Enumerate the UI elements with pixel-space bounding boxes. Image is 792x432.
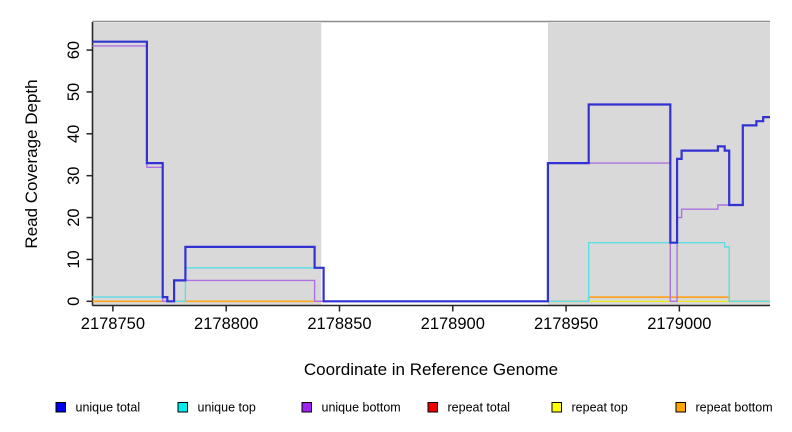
y-axis-title: Read Coverage Depth [22, 79, 41, 248]
x-tick-label: 2178750 [81, 315, 145, 333]
x-tick-label: 2179000 [647, 315, 711, 333]
y-tick-label: 50 [65, 83, 83, 101]
legend-swatch-unique-total [55, 402, 66, 413]
legend-label-repeat-total: repeat total [448, 401, 511, 415]
legend-label-unique-total: unique total [76, 401, 141, 415]
legend-label-repeat-top: repeat top [572, 401, 628, 415]
x-axis-title: Coordinate in Reference Genome [304, 360, 558, 379]
legend-swatch-repeat-total [427, 402, 438, 413]
legend-label-repeat-bottom: repeat bottom [696, 401, 773, 415]
legend-swatch-unique-top [177, 402, 188, 413]
y-tick-label: 0 [65, 297, 83, 306]
y-tick-label: 20 [65, 208, 83, 226]
shaded-region-1 [92, 23, 322, 306]
x-tick-label: 2178850 [307, 315, 371, 333]
legend-label-unique-top: unique top [198, 401, 256, 415]
x-tick-label: 2178900 [421, 315, 485, 333]
legend-swatch-repeat-top [551, 402, 562, 413]
y-tick-label: 30 [65, 167, 83, 185]
x-tick-label: 2178950 [534, 315, 598, 333]
legend-swatch-unique-bottom [301, 402, 312, 413]
y-tick-label: 60 [65, 41, 83, 59]
legend-swatch-repeat-bottom [675, 402, 686, 413]
x-tick-label: 2178800 [194, 315, 258, 333]
y-tick-label: 40 [65, 125, 83, 143]
shaded-region-2 [547, 23, 770, 306]
y-tick-label: 10 [65, 250, 83, 268]
series-line-unique-total [92, 40, 770, 303]
legend-label-unique-bottom: unique bottom [322, 401, 401, 415]
